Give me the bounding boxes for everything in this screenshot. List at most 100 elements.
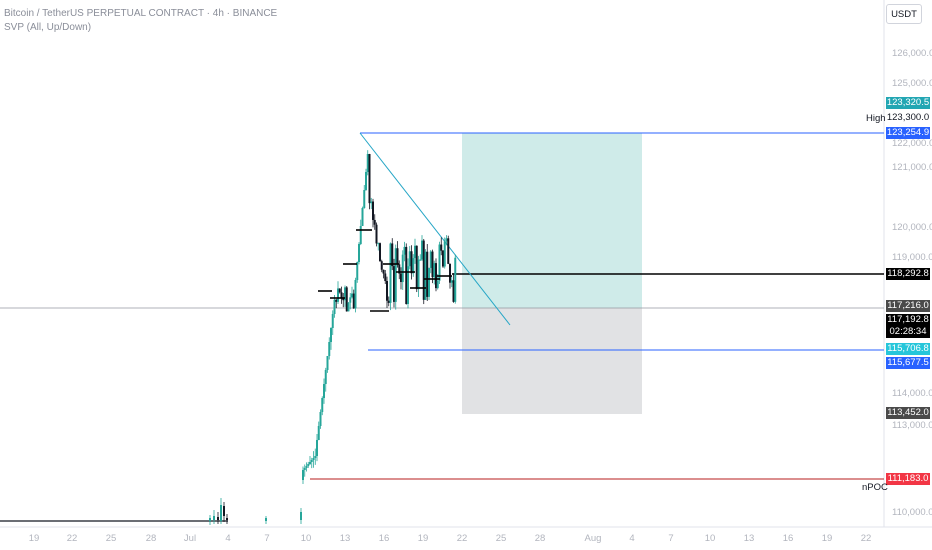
candle-body [316, 440, 318, 456]
candle-body [373, 219, 376, 225]
currency-button[interactable]: USDT [886, 4, 922, 24]
time-tick: 16 [782, 533, 794, 544]
candle-body [330, 328, 332, 342]
time-tick: Jul [183, 533, 197, 544]
time-tick: 10 [300, 533, 312, 544]
price-tag-117192: 117,192.8 [886, 314, 930, 326]
candle-body [223, 506, 225, 516]
candle-body [361, 208, 364, 226]
candle-body [359, 226, 362, 244]
candle-body [410, 251, 413, 274]
candle-body [424, 251, 427, 300]
npoc-label: nPOC [862, 482, 888, 493]
time-tick: 13 [339, 533, 351, 544]
price-tick: 125,000.0 [892, 78, 932, 89]
candle-body [426, 251, 429, 297]
candle-body [447, 238, 450, 264]
candle-body [433, 263, 436, 278]
candle-body [442, 250, 444, 267]
candle-body [380, 261, 383, 270]
time-tick: 4 [225, 533, 231, 544]
candle-body [349, 297, 352, 303]
candle-body [209, 518, 211, 521]
candle-body [323, 384, 325, 398]
candle-body [403, 246, 406, 255]
candle-body [436, 280, 439, 289]
candle-body [382, 269, 385, 274]
candle-body [342, 298, 345, 301]
target-zone [462, 133, 642, 308]
candle-body [452, 280, 455, 302]
price-tag-123254: 123,254.9 [886, 127, 930, 139]
candle-body [440, 244, 443, 251]
candle-body [305, 466, 308, 468]
chart-title: Bitcoin / TetherUS PERPETUAL CONTRACT · … [4, 8, 278, 19]
candle-body [400, 273, 402, 283]
time-tick: 22 [66, 533, 78, 544]
time-tick: 25 [495, 533, 507, 544]
candle-body [345, 287, 348, 312]
candle-body [312, 458, 315, 460]
indicator-label[interactable]: SVP (All, Up/Down) [4, 22, 92, 33]
time-tick: 28 [534, 533, 546, 544]
high-label: High [866, 113, 886, 124]
candle-body [321, 398, 324, 412]
candle-body [328, 342, 331, 356]
candle-body [340, 292, 343, 299]
candle-body [337, 288, 339, 302]
candle-body [454, 257, 457, 302]
candle-body [449, 263, 451, 283]
price-tag-117216: 117,216.0 [886, 300, 930, 312]
trendline [359, 132, 511, 326]
candle-body [220, 505, 222, 521]
candle-body [405, 246, 408, 304]
candle-body [443, 241, 446, 267]
candle-body [300, 512, 302, 520]
candle-body [319, 412, 322, 426]
candle-body [302, 470, 304, 480]
candle-body [421, 240, 423, 260]
candle-body [401, 254, 404, 283]
candle-body [379, 243, 381, 262]
candle-body [386, 281, 388, 301]
candle-body [265, 518, 267, 521]
price-tick: 114,000.0 [892, 388, 932, 399]
price-tick: 121,000.0 [892, 162, 932, 173]
candle-body [324, 370, 327, 384]
price-tag-115706: 115,706.8 [886, 343, 930, 355]
candle-body [303, 468, 306, 470]
time-tick: 22 [456, 533, 468, 544]
candle-body [419, 259, 422, 261]
time-tick: 13 [743, 533, 755, 544]
candle-body [351, 293, 353, 298]
price-tag-111183: 111,183.0 [886, 473, 930, 485]
candle-body [417, 259, 420, 290]
candle-body [368, 154, 371, 204]
candle-body [372, 201, 374, 220]
candle-body [365, 172, 367, 190]
candle-body [370, 201, 373, 204]
candle-body [414, 245, 416, 259]
candles-group [209, 150, 457, 525]
price-tick: 110,000.0 [892, 507, 932, 518]
candle-body [356, 262, 359, 280]
candle-body [398, 264, 401, 274]
candle-body [431, 251, 434, 278]
price-tag-high: 123,300.0 [886, 112, 930, 124]
candle-body [366, 154, 369, 172]
candle-body [307, 464, 310, 466]
time-tick: 7 [264, 533, 270, 544]
candle-body [363, 190, 366, 208]
price-tick: 120,000.0 [892, 222, 932, 233]
candle-body [338, 288, 341, 293]
candle-body [326, 356, 329, 370]
candle-body [344, 287, 346, 301]
candle-body [393, 266, 395, 302]
candle-body [314, 456, 317, 458]
time-tick: 19 [417, 533, 429, 544]
candle-body [394, 248, 397, 302]
candle-body [422, 240, 425, 300]
price-tag-123320: 123,320.5 [886, 97, 930, 109]
